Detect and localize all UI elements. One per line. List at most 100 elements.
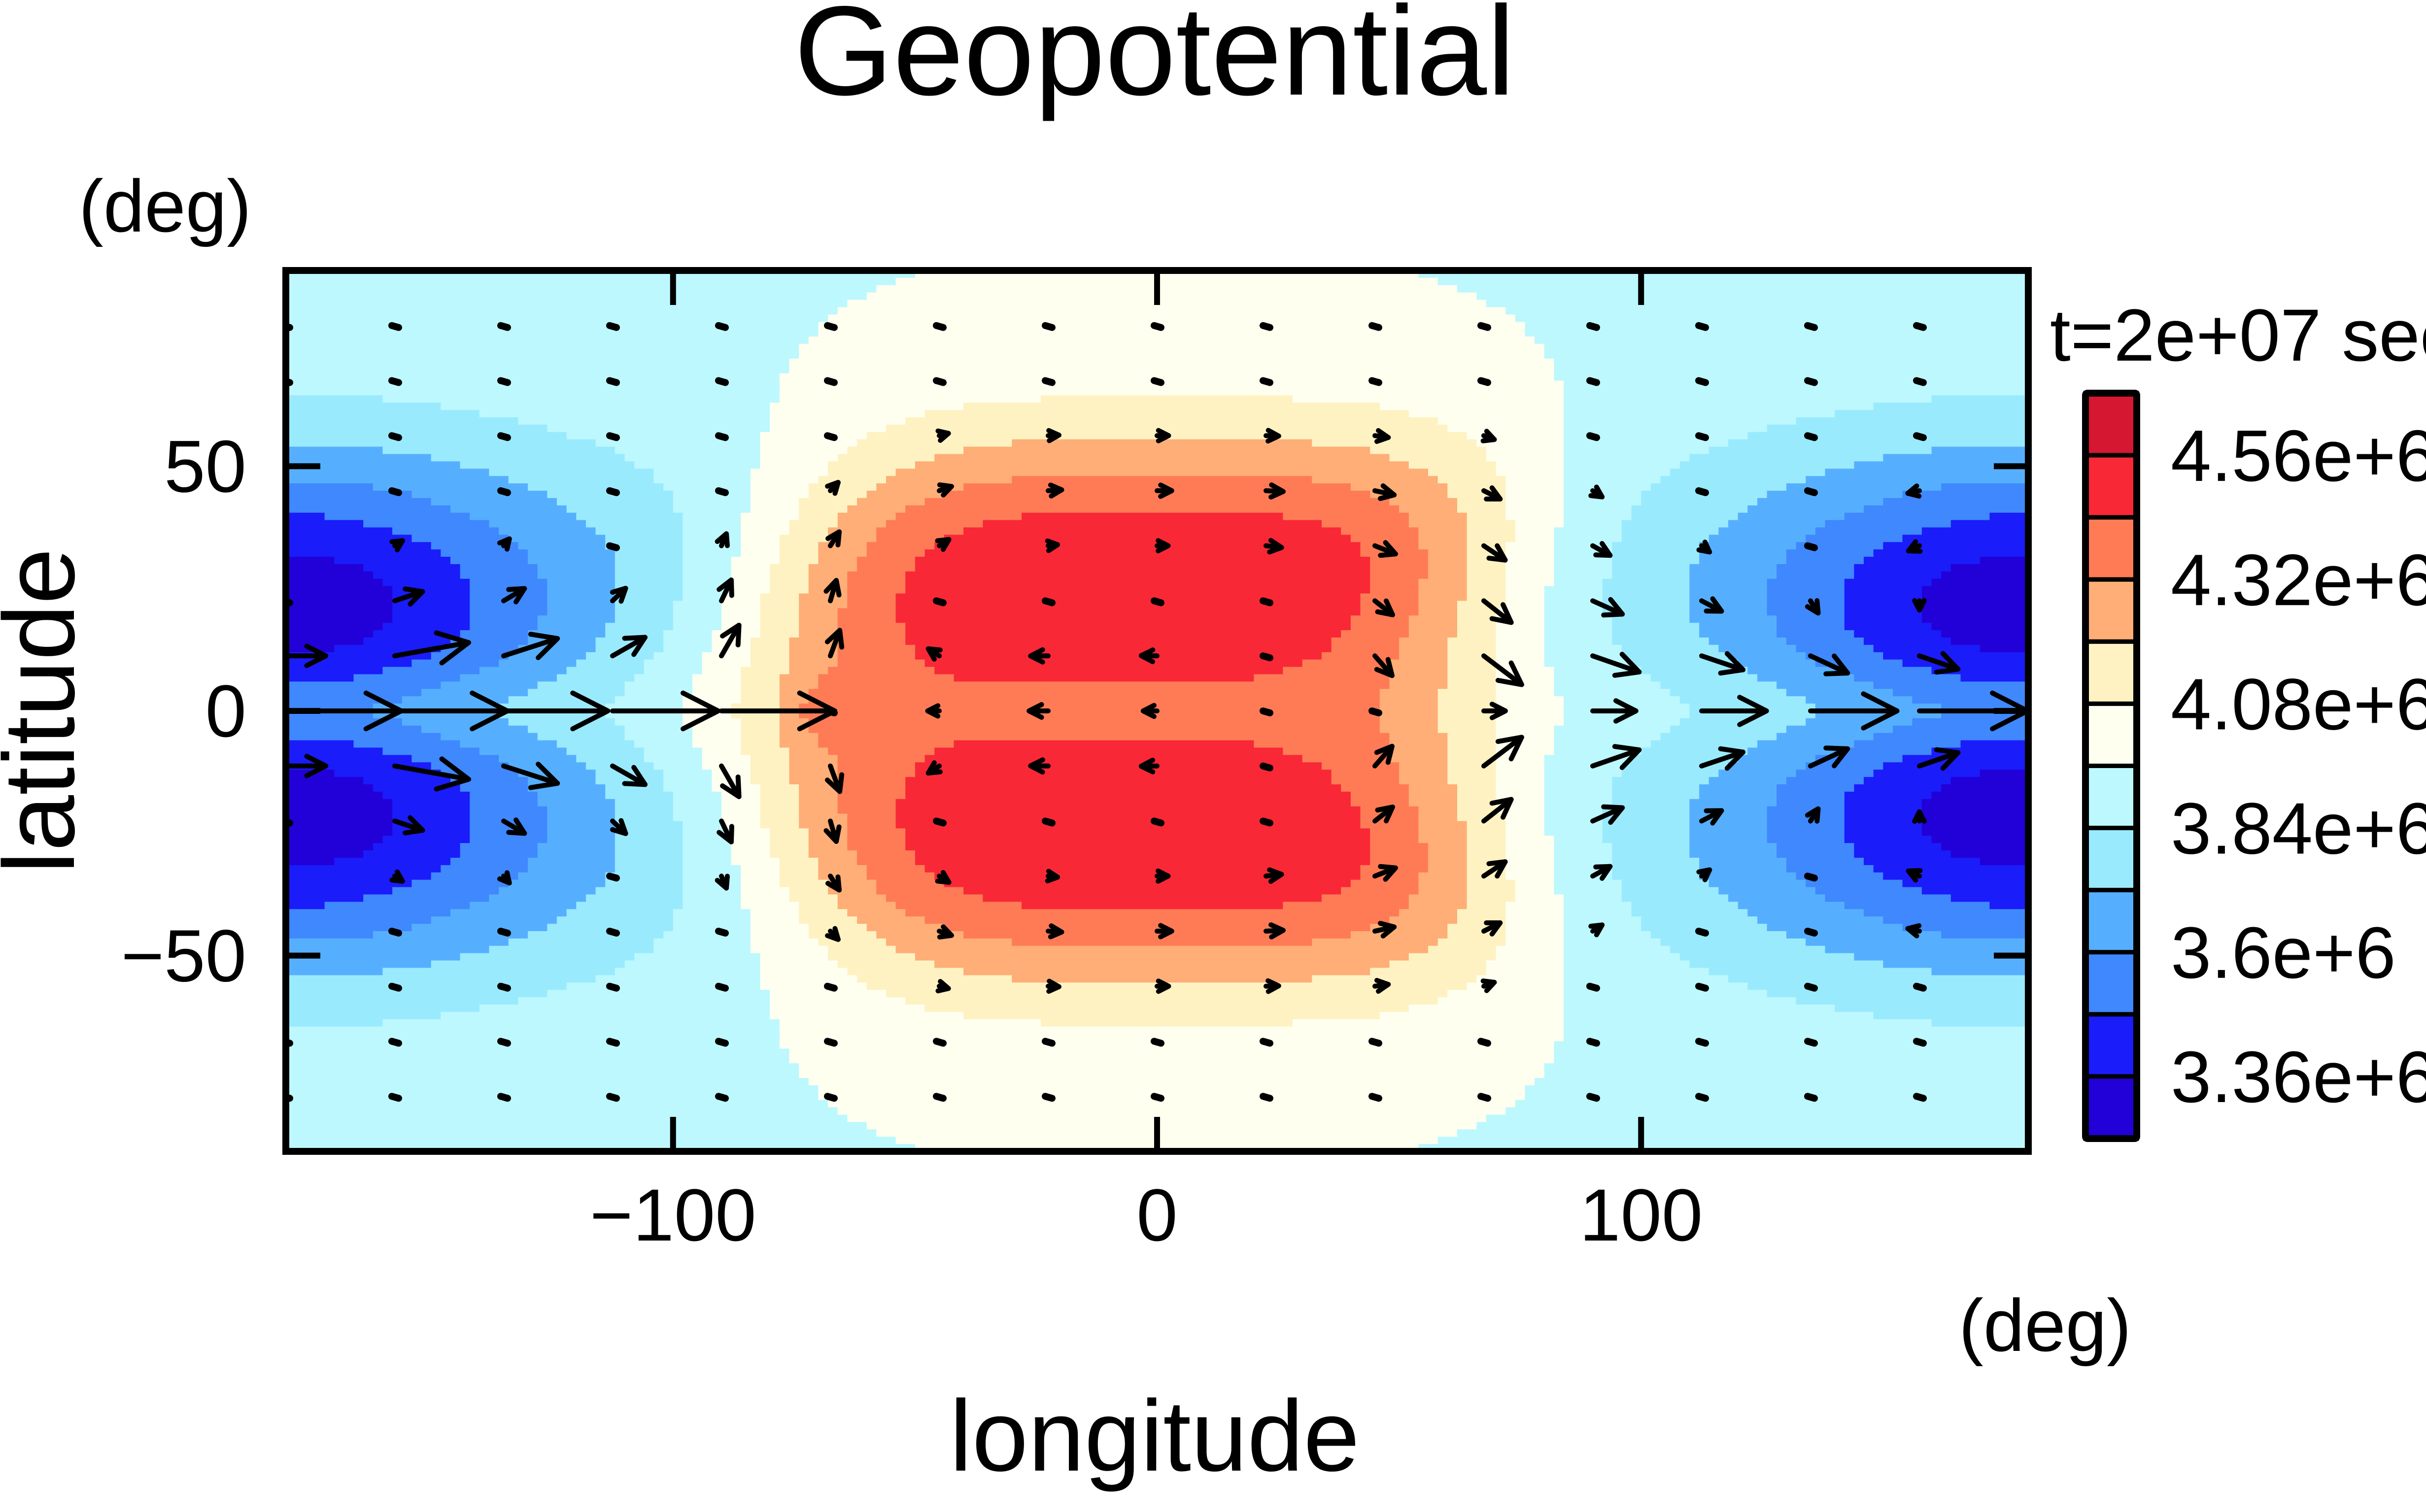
contour-cell [528, 483, 664, 491]
contour-cell [1505, 902, 1565, 910]
wind-arrow [1808, 653, 1850, 676]
contour-cell [1447, 638, 1497, 645]
contour-cell [1505, 828, 1545, 837]
contour-cell [576, 902, 683, 910]
contour-cell [905, 997, 1438, 1005]
wind-arrow [501, 632, 560, 660]
contour-cell [673, 813, 722, 822]
contour-cell [818, 1092, 1526, 1101]
contour-cell [460, 740, 557, 748]
contour-cell [1505, 483, 1565, 491]
wind-arrow [497, 536, 512, 552]
wind-arrow [388, 487, 402, 496]
contour-cell [789, 358, 1555, 367]
contour-cell [634, 674, 693, 682]
contour-cell [750, 945, 829, 954]
contour-cell [1467, 821, 1506, 829]
contour-cell [1564, 931, 1651, 939]
contour-cell [566, 667, 645, 675]
contour-cell [1379, 1011, 1564, 1020]
contour-cell [470, 601, 548, 609]
contour-cell [799, 630, 838, 638]
contour-cell [1554, 843, 1613, 851]
contour-cell [741, 681, 780, 690]
contour-cell [1399, 770, 1448, 778]
wind-arrow [935, 979, 951, 994]
contour-cell [392, 608, 471, 616]
wind-arrow [1046, 923, 1064, 940]
contour-cell [1418, 578, 1468, 587]
contour-cell [663, 483, 751, 491]
contour-cell [789, 1056, 1555, 1064]
contour-cell [692, 733, 742, 741]
contour-cell [1554, 836, 1603, 844]
contour-cell [1902, 535, 2028, 543]
contour-cell [1689, 960, 1884, 969]
contour-cell [1708, 968, 1932, 976]
contour-cell [1931, 791, 2028, 800]
contour-cell [721, 608, 761, 616]
contour-cell [286, 1063, 800, 1072]
contour-cell [286, 505, 451, 513]
wind-arrow [606, 1038, 620, 1047]
contour-cell [779, 535, 829, 543]
contour-cell [286, 417, 519, 425]
contour-cell [1564, 469, 1671, 477]
colorbar-swatch [2083, 1012, 2139, 1079]
contour-cell [1428, 557, 1468, 565]
contour-cell [789, 659, 838, 668]
wind-arrow [824, 763, 845, 794]
contour-cell [547, 586, 615, 594]
y-tick-label: 0 [205, 670, 246, 752]
contour-cell [324, 512, 471, 521]
contour-cell [644, 659, 703, 668]
contour-cell [1602, 601, 1690, 609]
contour-cell [895, 608, 1361, 616]
contour-cell [1496, 953, 1565, 961]
contour-cell [1815, 527, 1922, 536]
wind-arrow [606, 873, 620, 882]
contour-cell [702, 747, 742, 756]
wind-arrow [823, 578, 842, 604]
contour-cell [818, 740, 955, 748]
contour-cell [1331, 770, 1400, 778]
contour-cell [721, 799, 761, 807]
contour-cell [847, 571, 906, 579]
contour-cell [1902, 924, 2028, 932]
wind-arrow [1042, 1038, 1056, 1047]
wind-arrow [1481, 485, 1503, 502]
contour-cell [286, 638, 364, 645]
contour-cell [1467, 535, 1516, 543]
contour-cell [1806, 718, 1913, 726]
contour-cell [624, 689, 693, 697]
wind-arrow [1481, 859, 1508, 879]
contour-cell [1370, 843, 1429, 851]
contour-cell [382, 667, 480, 675]
contour-cell [528, 931, 664, 939]
contour-cell [1496, 652, 1545, 660]
contour-cell [818, 872, 867, 880]
contour-cell [441, 733, 538, 741]
contour-cell [286, 791, 383, 800]
contour-cell [615, 858, 683, 866]
wind-arrow [1368, 707, 1382, 716]
contour-cell [1950, 520, 2028, 528]
contour-cell [673, 916, 751, 925]
contour-cell [1689, 843, 1777, 851]
contour-cell [934, 454, 1390, 462]
wind-arrow [715, 928, 729, 937]
contour-cell [741, 535, 780, 543]
contour-cell [1689, 454, 1884, 462]
contour-cell [1457, 615, 1497, 624]
wind-arrow [1913, 377, 1927, 386]
contour-cell [286, 542, 432, 550]
contour-cell [876, 1129, 1458, 1138]
contour-cell [683, 858, 732, 866]
wind-arrow [1804, 1093, 1818, 1102]
contour-cell [1322, 894, 1409, 903]
contour-cell [1641, 498, 1758, 506]
contour-cell [702, 667, 742, 675]
contour-cell [770, 828, 809, 837]
contour-cell [808, 718, 1380, 726]
contour-cell [634, 461, 761, 470]
